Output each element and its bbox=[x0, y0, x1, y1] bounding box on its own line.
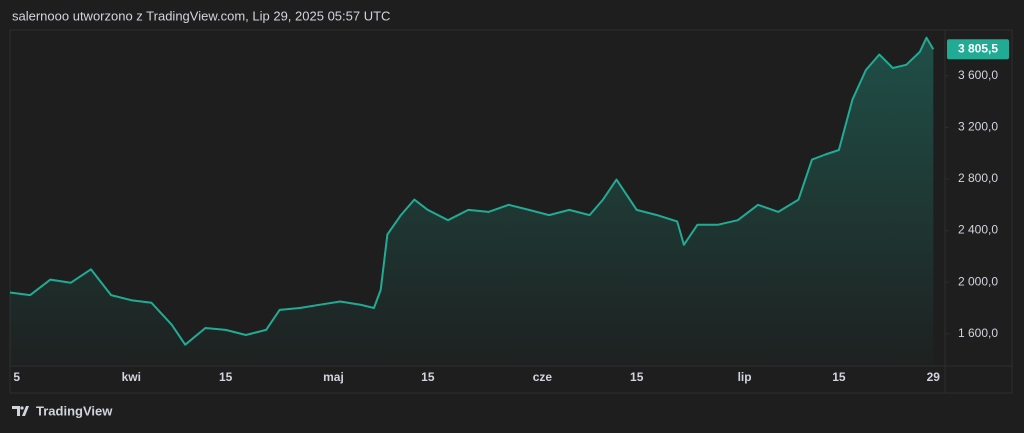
y-tick-label: 3 200,0 bbox=[958, 120, 998, 134]
x-tick-label: lip bbox=[738, 370, 752, 384]
header-title: salernooo utworzono z TradingView.com, L… bbox=[12, 8, 390, 23]
brand-logo bbox=[12, 406, 29, 416]
y-tick-label: 2 400,0 bbox=[958, 223, 998, 237]
brand-name: TradingView bbox=[36, 403, 113, 418]
last-price-badge bbox=[947, 39, 1009, 60]
price-line bbox=[9, 36, 935, 346]
y-tick-label: 2 800,0 bbox=[958, 171, 998, 185]
x-tick-label: 5 bbox=[13, 370, 20, 384]
y-tick-label: 3 600,0 bbox=[958, 68, 998, 82]
last-price-label: 3 805,5 bbox=[958, 41, 998, 55]
y-tick-label: 2 000,0 bbox=[958, 274, 998, 288]
x-tick-label: 29 bbox=[927, 370, 941, 384]
area-fill bbox=[10, 37, 934, 366]
frame bbox=[9, 29, 1013, 394]
x-tick-label: cze bbox=[533, 370, 553, 384]
x-tick-label: maj bbox=[323, 370, 344, 384]
x-tick-label: kwi bbox=[122, 370, 141, 384]
x-tick-label: 15 bbox=[832, 370, 846, 384]
y-tick-label: 1 600,0 bbox=[958, 326, 998, 340]
x-tick-label: 15 bbox=[630, 370, 644, 384]
x-tick-label: 15 bbox=[421, 370, 435, 384]
x-tick-label: 15 bbox=[219, 370, 233, 384]
